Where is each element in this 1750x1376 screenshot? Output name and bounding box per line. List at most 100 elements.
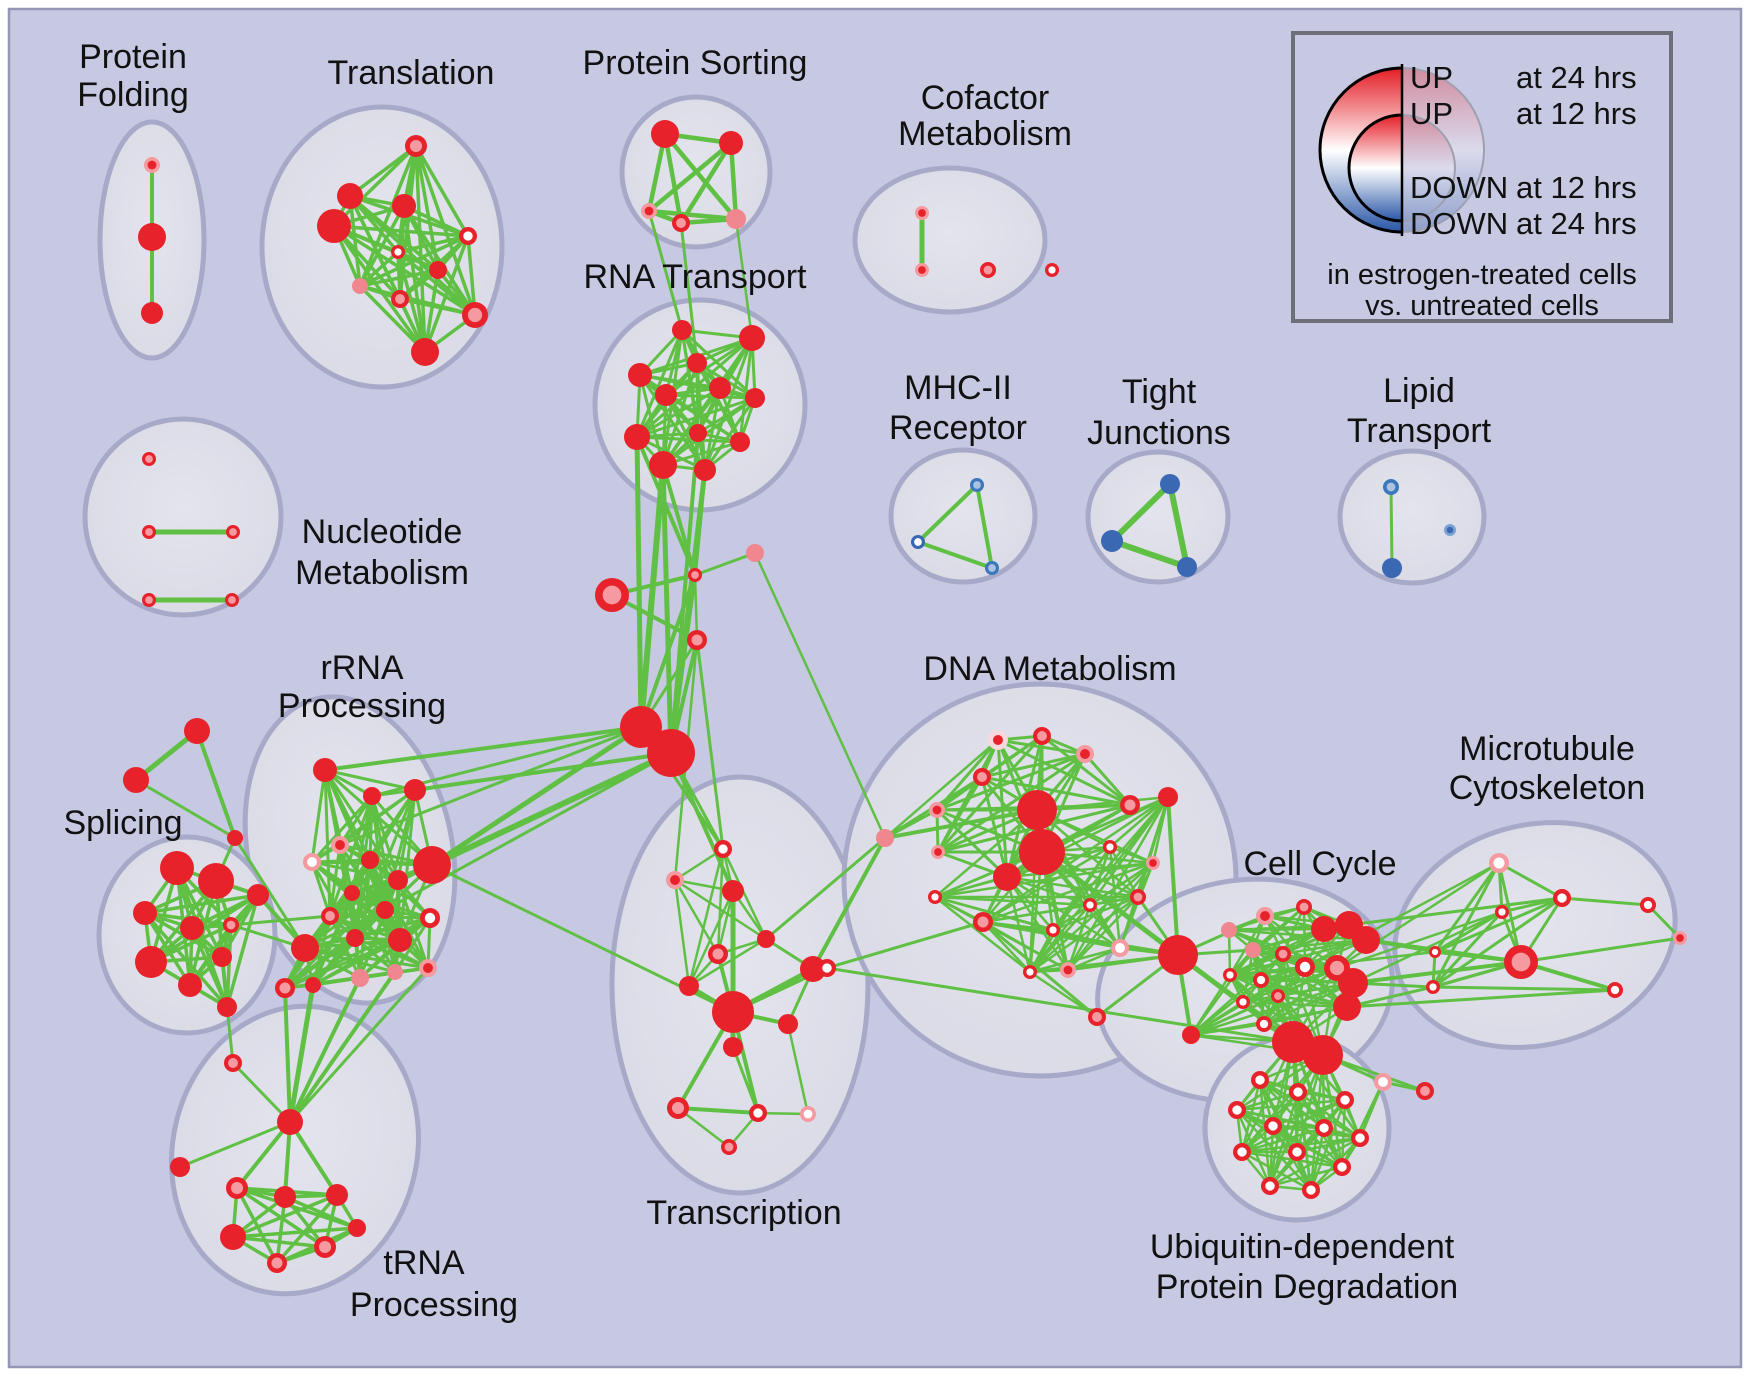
network-edge	[687, 847, 725, 988]
gene-node-123-center	[931, 893, 939, 901]
gene-node-45	[1177, 557, 1197, 577]
network-edge	[679, 221, 699, 365]
network-edge	[825, 920, 985, 970]
network-edge	[466, 234, 477, 317]
gene-node-67	[376, 901, 394, 919]
gene-node-100	[722, 880, 744, 902]
network-edge	[669, 573, 697, 755]
cluster-tight-junctions-ellipse	[1085, 449, 1231, 585]
gene-node-66	[344, 885, 360, 901]
gene-node-165-center	[1255, 1075, 1265, 1085]
network-edge	[231, 1226, 359, 1239]
gene-node-172-center	[1237, 1147, 1247, 1157]
cluster-dna-metabolism-label-line1: DNA Metabolism	[923, 650, 1176, 688]
network-edge	[1345, 985, 1435, 1009]
network-edge	[635, 328, 684, 439]
gene-node-161-center	[1429, 983, 1437, 991]
gene-node-134-center	[822, 963, 832, 973]
gene-node-154	[1221, 922, 1237, 938]
network-edge	[1035, 795, 1170, 812]
gene-node-38-center	[145, 596, 153, 604]
gene-node-82-center	[226, 920, 236, 930]
network-edge	[1228, 966, 1339, 977]
network-edge	[328, 914, 402, 942]
network-edge	[703, 336, 754, 472]
network-edge	[423, 234, 470, 354]
network-edge	[1303, 861, 1501, 969]
gene-node-126	[1158, 787, 1178, 807]
network-edge	[981, 920, 1099, 1019]
gene-node-75	[387, 964, 403, 980]
gene-node-132-center	[1063, 965, 1073, 975]
network-edge	[662, 131, 739, 222]
network-edge	[275, 1195, 287, 1265]
gene-node-112	[876, 829, 894, 847]
network-edge	[883, 738, 1000, 840]
gene-node-55	[184, 718, 210, 744]
cluster-protein-sorting-label-line1: Protein Sorting	[583, 44, 808, 82]
legend-row-1-direction: UP	[1410, 60, 1453, 95]
network-edge	[311, 891, 354, 987]
gene-node-92	[274, 1186, 296, 1208]
gene-node-47	[1382, 558, 1402, 578]
network-edge	[1268, 1165, 1344, 1188]
network-edge	[664, 393, 757, 400]
gene-node-33	[649, 451, 677, 479]
gene-node-70	[346, 929, 364, 947]
network-edge	[283, 986, 292, 1124]
gene-node-94	[220, 1224, 246, 1250]
network-edge	[936, 734, 1044, 854]
cluster-protein-folding-label-line2: Folding	[77, 76, 189, 114]
gene-node-29	[745, 388, 765, 408]
cluster-cofactor-metabolism-label-line2: Metabolism	[898, 115, 1072, 153]
network-edge	[1241, 966, 1339, 1004]
network-edge	[936, 775, 984, 854]
network-edge	[1497, 861, 1564, 900]
gene-node-89	[277, 1109, 303, 1135]
gene-node-103	[679, 976, 699, 996]
network-edge	[639, 573, 697, 729]
network-edge	[1389, 485, 1394, 570]
network-edge	[916, 483, 979, 544]
gene-node-76-center	[424, 912, 436, 924]
network-edge	[883, 808, 939, 840]
network-edge	[673, 878, 691, 988]
gene-node-69	[291, 934, 319, 962]
network-edge	[188, 893, 260, 987]
network-edge	[635, 396, 757, 439]
network-edge	[310, 768, 327, 864]
network-edge	[646, 140, 734, 214]
gene-node-167-center	[1340, 1095, 1350, 1105]
cluster-cofactor-metabolism-label-line1: Cofactor	[921, 79, 1050, 117]
gene-node-99-center	[670, 875, 680, 885]
gene-node-171-center	[1355, 1133, 1365, 1143]
network-edge	[661, 361, 699, 467]
network-edge	[1227, 928, 1368, 942]
gene-node-105	[800, 956, 826, 982]
gene-node-131-center	[1026, 968, 1034, 976]
network-edge	[231, 1061, 292, 1124]
gene-node-141	[1245, 942, 1261, 958]
cluster-cofactor-metabolism-ellipse	[852, 165, 1048, 315]
network-edge	[1189, 978, 1263, 1037]
gene-node-19-center	[918, 209, 926, 217]
gene-node-42-center	[988, 564, 996, 572]
network-edge	[647, 209, 684, 332]
network-edge	[981, 920, 1070, 972]
gene-node-17-center	[676, 218, 686, 228]
network-edge	[738, 336, 754, 444]
network-edge	[1083, 752, 1132, 807]
network-edge	[1040, 734, 1132, 807]
gene-node-60	[404, 779, 426, 801]
network-edge	[332, 224, 427, 354]
cluster-lipid-transport-label-line1: Lipid	[1383, 372, 1455, 410]
cluster-transcription-ellipse	[609, 774, 871, 1196]
gene-node-49-center	[691, 571, 699, 579]
gene-node-145-center	[1256, 975, 1266, 985]
network-edge	[678, 140, 734, 226]
network-edge	[1051, 903, 1092, 932]
gene-node-30	[624, 424, 650, 450]
network-edge	[728, 140, 739, 222]
network-edge	[1028, 903, 1092, 974]
